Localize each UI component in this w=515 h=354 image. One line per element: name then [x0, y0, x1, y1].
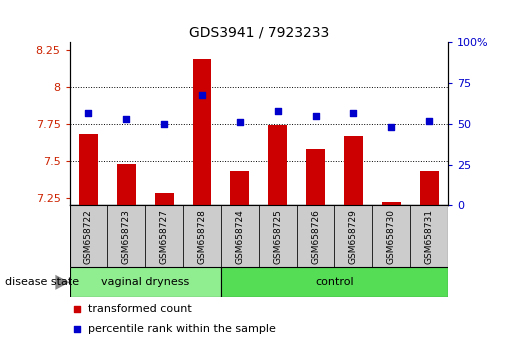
Point	[84, 110, 93, 115]
Bar	[306, 149, 325, 205]
Bar	[221, 205, 259, 267]
Bar	[372, 205, 410, 267]
Point	[73, 307, 81, 312]
Point	[73, 326, 81, 332]
Text: GSM658725: GSM658725	[273, 209, 282, 264]
Bar	[193, 59, 212, 205]
Bar	[420, 171, 439, 205]
Bar	[183, 205, 221, 267]
Point	[122, 116, 130, 122]
Text: GSM658727: GSM658727	[160, 209, 168, 264]
Bar	[344, 136, 363, 205]
Bar	[230, 171, 249, 205]
Text: GSM658724: GSM658724	[235, 209, 244, 264]
Point	[349, 110, 357, 115]
Text: disease state: disease state	[5, 277, 79, 287]
Text: GSM658722: GSM658722	[84, 209, 93, 264]
Bar	[70, 205, 107, 267]
Bar	[410, 205, 448, 267]
Bar	[117, 164, 136, 205]
Point	[236, 119, 244, 125]
Text: GSM658723: GSM658723	[122, 209, 131, 264]
Bar	[154, 194, 174, 205]
Text: transformed count: transformed count	[89, 304, 192, 314]
Bar	[107, 205, 145, 267]
Text: GSM658730: GSM658730	[387, 209, 396, 264]
Text: GSM658728: GSM658728	[198, 209, 207, 264]
Point	[160, 121, 168, 127]
Text: GSM658726: GSM658726	[311, 209, 320, 264]
Bar	[268, 125, 287, 205]
Point	[273, 108, 282, 114]
Text: vaginal dryness: vaginal dryness	[101, 277, 190, 287]
Bar	[79, 134, 98, 205]
Polygon shape	[56, 275, 70, 290]
Point	[312, 113, 320, 119]
Bar	[145, 205, 183, 267]
Text: control: control	[315, 277, 354, 287]
Title: GDS3941 / 7923233: GDS3941 / 7923233	[188, 26, 329, 40]
Point	[198, 92, 206, 97]
Text: GSM658729: GSM658729	[349, 209, 358, 264]
Text: percentile rank within the sample: percentile rank within the sample	[89, 324, 277, 334]
Point	[425, 118, 433, 124]
Bar	[382, 202, 401, 205]
Bar	[335, 205, 372, 267]
Text: GSM658731: GSM658731	[425, 209, 434, 264]
Bar	[221, 267, 448, 297]
Bar	[70, 267, 221, 297]
Point	[387, 124, 396, 130]
Bar	[297, 205, 335, 267]
Bar	[259, 205, 297, 267]
